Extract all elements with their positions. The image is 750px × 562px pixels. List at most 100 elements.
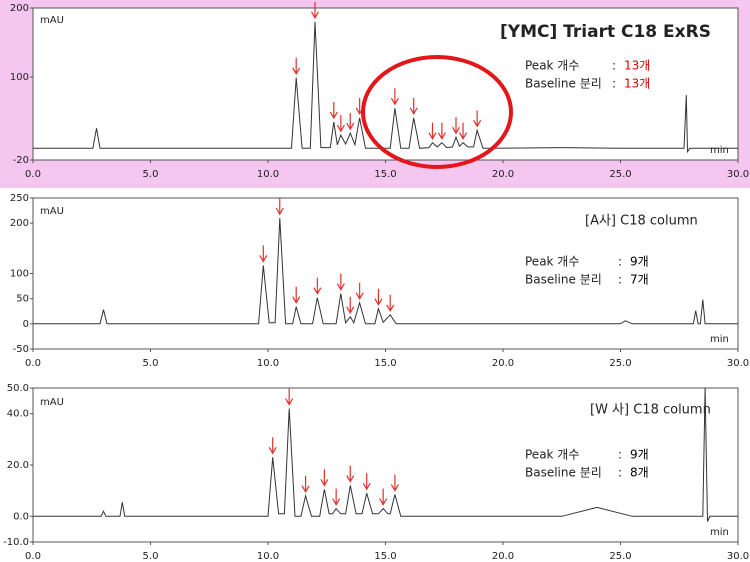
note-value: 9개 <box>630 448 649 462</box>
peak-arrow-head <box>379 498 388 506</box>
x-tick-label: 25.0 <box>609 358 631 369</box>
peak-arrow <box>292 57 301 75</box>
peak-arrow-head <box>329 111 338 120</box>
x-tick-label: 0.0 <box>25 551 41 562</box>
x-tick-label: 30.0 <box>727 358 749 369</box>
peak-arrow-head <box>336 283 345 291</box>
peak-arrow <box>355 282 364 300</box>
peak-arrow-head <box>473 119 482 128</box>
x-axis-unit: min <box>710 145 729 156</box>
note-separator: : <box>612 77 616 91</box>
peak-arrow-head <box>301 485 310 493</box>
peak-arrow-head <box>332 498 341 506</box>
y-axis-unit: mAU <box>40 206 64 217</box>
x-tick-label: 10.0 <box>257 358 279 369</box>
peak-arrow-head <box>310 11 320 20</box>
note-separator: : <box>612 59 616 73</box>
x-tick-label: 10.0 <box>257 169 279 180</box>
peak-arrow <box>275 198 284 216</box>
note-value: 9개 <box>630 255 649 269</box>
x-tick-label: 20.0 <box>492 169 514 180</box>
peak-arrow <box>320 469 329 487</box>
note-value: 7개 <box>630 273 649 287</box>
peak-arrow <box>386 294 395 312</box>
peak-arrow-head <box>313 287 322 295</box>
x-tick-label: 30.0 <box>727 551 749 562</box>
peak-arrow <box>259 245 268 263</box>
y-axis-unit: mAU <box>40 15 64 26</box>
peak-arrow-head <box>409 107 418 116</box>
x-tick-label: 0.0 <box>25 169 41 180</box>
peak-arrow <box>362 473 371 491</box>
note-separator: : <box>618 466 622 480</box>
peak-arrow <box>336 115 345 133</box>
peak-arrow <box>329 102 338 120</box>
y-tick-label: -10.0 <box>3 537 29 548</box>
peak-arrow <box>332 488 341 506</box>
peak-arrow-head <box>268 446 277 455</box>
peak-arrow-head <box>285 398 294 406</box>
x-tick-label: 25.0 <box>609 169 631 180</box>
x-tick-label: 5.0 <box>143 551 159 562</box>
peak-arrow <box>473 110 482 128</box>
peak-arrow-head <box>275 207 284 216</box>
peak-arrow-head <box>374 298 383 306</box>
note-value: 8개 <box>630 466 649 480</box>
y-tick-label: 100 <box>10 72 29 83</box>
x-tick-label: 15.0 <box>374 169 396 180</box>
note-label: Peak 개수 <box>525 255 579 269</box>
peak-arrow <box>428 122 437 140</box>
y-axis-unit: mAU <box>40 397 64 408</box>
peak-arrow-head <box>390 484 399 492</box>
panel-title: [YMC] Triart C18 ExRS <box>500 22 711 42</box>
peak-arrow <box>310 1 320 20</box>
y-tick-label: 250 <box>10 193 29 204</box>
peak-arrow <box>346 113 355 131</box>
peak-arrow <box>459 122 468 140</box>
peak-arrow-head <box>459 132 468 140</box>
note-label: Baseline 분리 <box>525 466 602 480</box>
note-separator: : <box>618 273 622 287</box>
peak-arrow-head <box>355 292 364 300</box>
x-tick-label: 10.0 <box>257 551 279 562</box>
peak-arrow-head <box>451 126 461 135</box>
peak-arrow <box>268 437 277 455</box>
note-separator: : <box>618 255 622 269</box>
y-tick-label: 0.0 <box>13 511 29 522</box>
peak-arrow <box>346 465 355 483</box>
peak-arrow-head <box>346 475 355 483</box>
chromatogram-trace <box>33 21 738 154</box>
x-tick-label: 20.0 <box>492 358 514 369</box>
x-tick-label: 30.0 <box>727 169 749 180</box>
y-tick-label: 100 <box>10 269 29 280</box>
y-tick-label: -20 <box>13 155 29 166</box>
x-axis-unit: min <box>710 527 729 538</box>
x-tick-label: 15.0 <box>374 551 396 562</box>
peak-arrow <box>451 117 461 135</box>
peak-arrow <box>379 488 388 506</box>
x-axis-unit: min <box>710 334 729 345</box>
peak-arrow <box>346 296 355 314</box>
y-tick-label: 200 <box>10 3 29 14</box>
peak-arrow <box>285 388 294 406</box>
peak-arrow-head <box>362 482 371 491</box>
peak-arrow <box>336 273 345 291</box>
peak-arrow-head <box>336 124 345 133</box>
peak-arrow-head <box>437 132 446 140</box>
note-value: 13개 <box>624 59 650 73</box>
note-label: Peak 개수 <box>525 59 579 73</box>
plot-area <box>32 7 739 161</box>
peak-arrow <box>292 286 301 304</box>
panel-title: [A사] C18 column <box>585 214 698 229</box>
y-tick-label: 200 <box>10 218 29 229</box>
peak-arrow <box>390 88 399 106</box>
peak-arrow <box>301 475 310 493</box>
note-label: Peak 개수 <box>525 448 579 462</box>
peak-arrow-head <box>346 122 355 131</box>
x-tick-label: 15.0 <box>374 358 396 369</box>
chromatogram-trace <box>33 387 738 522</box>
x-tick-label: 5.0 <box>143 169 159 180</box>
y-tick-label: 40.0 <box>7 409 29 420</box>
peak-arrow-head <box>259 255 268 263</box>
